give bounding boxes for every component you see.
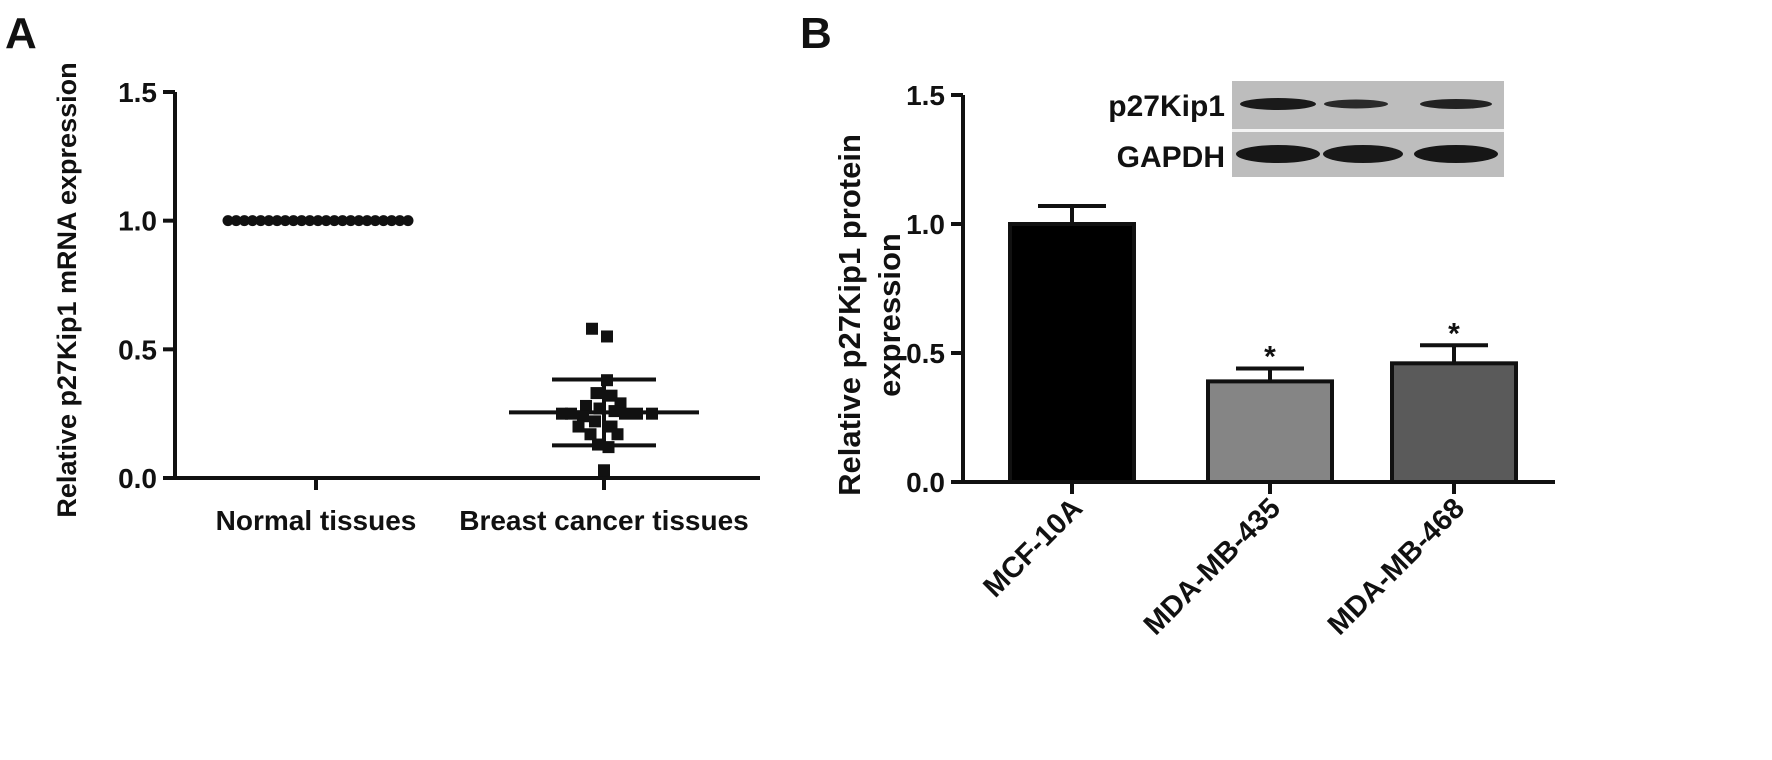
panel-a-point-cancer [580, 399, 592, 412]
panel-a-point-cancer [611, 428, 624, 441]
panel-a-x-tick-label: Breast cancer tissues [459, 505, 749, 536]
panel-a-point-cancer [598, 464, 610, 477]
panel-b-bar [1008, 222, 1136, 484]
panel-b-y-tick-label: 0.0 [906, 467, 945, 498]
panel-b-bars: ** [1008, 203, 1518, 485]
panel-a-point-normal [353, 215, 365, 227]
panel-b-y-tick-label: 1.0 [906, 209, 945, 240]
panel-a-y-tick-label: 0.5 [118, 334, 157, 365]
panel-a-point-normal [255, 215, 267, 227]
panel-b-chart: 0.00.51.01.5 ** MCF-10A MDA-MB-435 MDA-MB-… [832, 80, 1555, 641]
panel-a-point-normal [247, 215, 259, 227]
panel-a-point-normal [345, 215, 357, 227]
panel-b-bar [1390, 361, 1518, 485]
panel-label-a: A [5, 9, 37, 58]
panel-a-point-normal [263, 215, 275, 227]
panel-a-point-normal [394, 215, 406, 227]
panel-a-point-normal [320, 215, 332, 227]
western-blot-inset: p27Kip1 GAPDH [1108, 81, 1504, 177]
panel-a-point-normal [287, 215, 299, 227]
panel-b-significance-mark: * [1264, 340, 1276, 373]
panel-a-y-axis-label: Relative p27Kip1 mRNA expression [52, 62, 82, 517]
p27kip1-bands [1240, 98, 1492, 110]
panel-a-point-normal [238, 215, 250, 227]
blot-label-gapdh: GAPDH [1117, 141, 1225, 174]
panel-a-y-tick-label: 1.0 [118, 206, 157, 237]
panel-a-y-tick-label: 0.0 [118, 463, 157, 494]
gapdh-bands [1236, 145, 1498, 163]
panel-a-x-tick-label: Normal tissues [216, 505, 417, 536]
panel-a-point-cancer [631, 407, 643, 420]
panel-a-point-cancer [601, 330, 613, 343]
panel-a-point-normal [369, 215, 381, 227]
panel-a-point-cancer [572, 420, 585, 433]
panel-a-point-normal [361, 215, 373, 227]
panel-a-y-tick-label: 1.5 [118, 77, 157, 108]
panel-a-point-cancer [619, 407, 631, 420]
panel-a-point-cancer [608, 405, 621, 418]
panel-a-point-cancer [589, 415, 601, 428]
panel-b-y-axis-label-line-1: Relative p27Kip1 protein [832, 134, 867, 496]
panel-a-point-normal [312, 215, 324, 227]
panel-b-significance-mark: * [1448, 317, 1460, 350]
panel-b-x-axis: MCF-10A MDA-MB-435 MDA-MB-468 [961, 480, 1555, 641]
panel-a-points [222, 215, 699, 477]
panel-a-point-cancer [602, 441, 615, 454]
panel-b-bar [1206, 379, 1334, 485]
panel-a-y-axis: 0.0 0.5 1.0 1.5 [118, 77, 177, 494]
panel-a-point-normal [304, 215, 316, 227]
panel-a-point-cancer [593, 402, 606, 415]
panel-a-point-cancer [601, 374, 613, 387]
panel-a-point-normal [386, 215, 398, 227]
panel-a-point-normal [271, 215, 283, 227]
panel-b-x-tick-label: MCF-10A [977, 492, 1089, 604]
panel-b-y-tick-label: 0.5 [906, 338, 945, 369]
panel-a-point-normal [377, 215, 389, 227]
panel-a-point-normal [402, 215, 414, 227]
panel-a-point-cancer [592, 438, 604, 451]
panel-a-point-cancer [590, 387, 603, 400]
panel-b-x-tick-label: MDA-MB-435 [1138, 492, 1287, 641]
panel-a-point-cancer [646, 407, 658, 420]
panel-b-y-tick-label: 1.5 [906, 80, 945, 111]
panel-a-point-normal [337, 215, 349, 227]
blot-label-p27kip1: p27Kip1 [1108, 90, 1225, 123]
panel-label-b: B [800, 9, 832, 58]
panel-a-point-cancer [586, 322, 598, 335]
panel-b-y-axis-label-line-2: expression [872, 233, 907, 397]
panel-a-point-normal [230, 215, 242, 227]
panel-b-y-axis: 0.0 0.5 1.0 1.5 [906, 80, 965, 498]
panel-a-point-normal [222, 215, 234, 227]
panel-a-point-normal [296, 215, 308, 227]
panel-b-x-tick-label: MDA-MB-468 [1322, 492, 1471, 641]
panel-a-chart: 0.0 0.5 1.0 1.5 Normal tissues Breast cancer… [52, 62, 760, 536]
panel-a-point-cancer [584, 428, 597, 441]
panel-a-point-normal [279, 215, 291, 227]
panel-a-point-cancer [577, 410, 589, 423]
panel-a-x-axis: Normal tissues Breast cancer tissues [173, 476, 760, 536]
panel-a-point-cancer [565, 407, 577, 420]
panel-a-point-normal [328, 215, 340, 227]
